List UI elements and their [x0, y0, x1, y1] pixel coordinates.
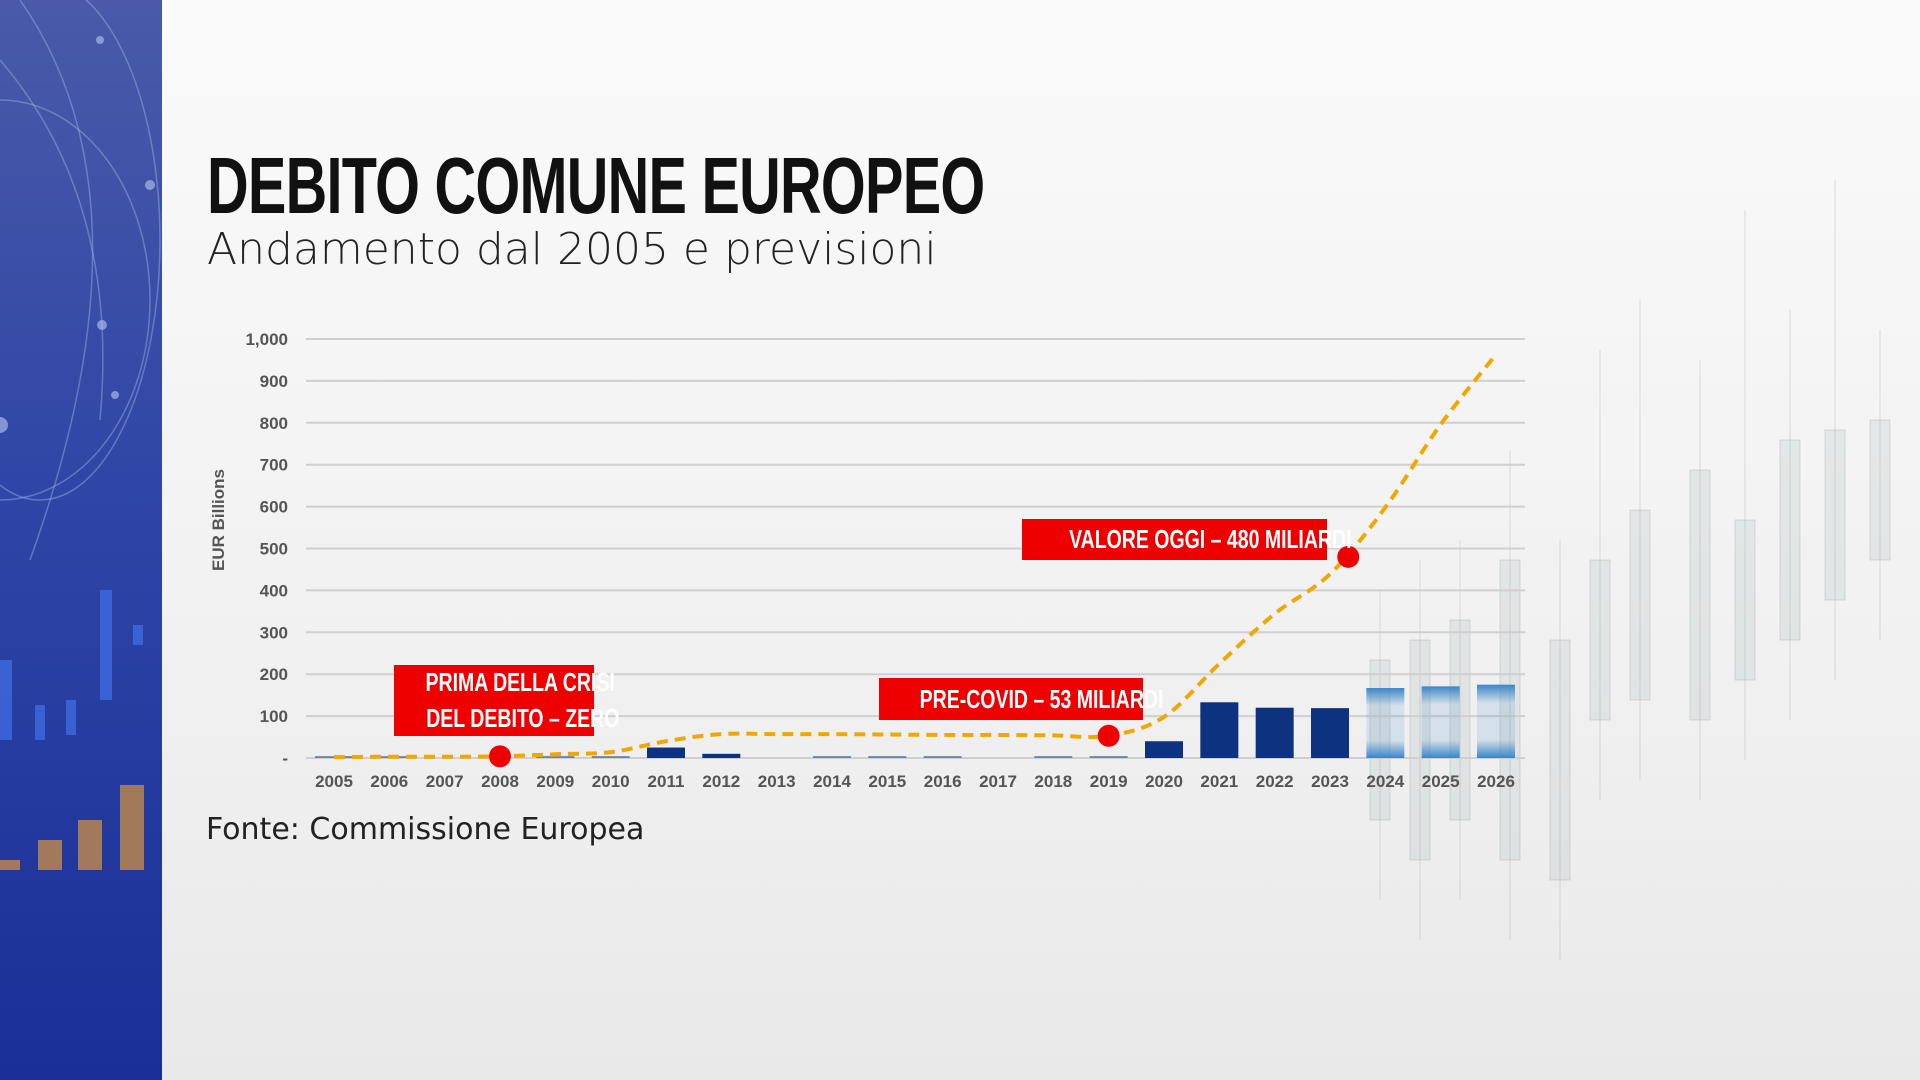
y-tick-label: 400 — [260, 581, 288, 600]
x-tick-label: 2018 — [1034, 772, 1072, 791]
x-tick-label: 2007 — [426, 772, 464, 791]
bar-2020 — [1145, 741, 1183, 758]
y-tick-label: 300 — [260, 623, 288, 642]
candle-body — [1629, 509, 1651, 701]
bar-2014 — [813, 756, 851, 758]
y-axis-label: EUR Billions — [209, 469, 228, 571]
bar-2016 — [923, 756, 962, 758]
bar-2025 — [1421, 686, 1460, 758]
annotation-callout: PRIMA DELLA CRISI DEL DEBITO – ZERO — [394, 665, 619, 736]
y-tick-label: 700 — [260, 456, 288, 475]
annotation-dot — [1337, 545, 1360, 568]
y-tick-label: 900 — [260, 372, 288, 391]
x-tick-label: 2026 — [1477, 772, 1515, 791]
debt-line — [333, 353, 1498, 760]
x-tick-label: 2009 — [536, 772, 574, 791]
x-tick-label: 2019 — [1090, 772, 1128, 791]
x-tick-label: 2017 — [979, 772, 1017, 791]
x-tick-label: 2024 — [1366, 772, 1404, 791]
candle-body — [1779, 439, 1801, 641]
bar-2019 — [1089, 756, 1128, 758]
x-tick-label: 2006 — [370, 772, 408, 791]
x-tick-label: 2010 — [592, 772, 630, 791]
annotation-dot — [489, 745, 511, 768]
bar-2023 — [1311, 708, 1349, 758]
page-title: DEBITO COMUNE EUROPEO — [207, 141, 985, 230]
y-tick-label: 800 — [260, 414, 288, 433]
y-tick-label: 200 — [260, 665, 288, 684]
annotation-text: DEL DEBITO – ZERO — [426, 702, 620, 733]
bar-2022 — [1255, 707, 1294, 758]
annotation-dot — [1097, 724, 1120, 747]
bar-2009 — [536, 755, 575, 758]
network-graphic-icon — [0, 0, 161, 870]
bar-2024 — [1366, 688, 1405, 758]
annotation-callout: VALORE OGGI – 480 MILIARDI — [1022, 519, 1352, 560]
source-note: Fonte: Commissione Europea — [206, 812, 645, 847]
x-tick-label: 2016 — [924, 772, 962, 791]
x-tick-label: 2011 — [648, 772, 685, 791]
y-tick-label: 1,000 — [245, 330, 288, 349]
x-tick-label: 2021 — [1200, 772, 1238, 791]
x-tick-label: 2008 — [481, 772, 519, 791]
annotation-text: PRIMA DELLA CRISI — [425, 667, 615, 697]
annotation-text: VALORE OGGI – 480 MILIARDI — [1069, 524, 1352, 554]
bar-2015 — [868, 756, 907, 758]
y-tick-label: 500 — [260, 540, 288, 559]
x-tick-label: 2012 — [702, 772, 740, 791]
y-tick-label: 100 — [260, 707, 288, 726]
annotation-callout: PRE-COVID – 53 MILIARDI — [879, 678, 1163, 720]
y-tick-label: 600 — [260, 498, 288, 517]
candle-body — [1734, 519, 1756, 681]
candle-body — [1824, 429, 1846, 601]
x-tick-label: 2023 — [1311, 772, 1349, 791]
x-tick-label: 2014 — [813, 772, 851, 791]
bar-2021 — [1200, 702, 1239, 758]
y-tick-label: - — [282, 749, 288, 768]
candle-body — [1589, 559, 1611, 721]
bar-2018 — [1034, 756, 1073, 758]
page-subtitle: Andamento dal 2005 e previsioni — [207, 224, 937, 275]
x-tick-label: 2022 — [1256, 772, 1294, 791]
candle-body — [1689, 469, 1711, 721]
x-tick-label: 2013 — [758, 772, 796, 791]
x-tick-label: 2025 — [1422, 772, 1460, 791]
x-tick-label: 2005 — [315, 772, 353, 791]
bar-2012 — [702, 753, 741, 758]
candle-body — [1869, 419, 1891, 561]
bar-2010 — [591, 756, 630, 758]
decorative-side-panel — [0, 0, 162, 1080]
bar-2026 — [1477, 684, 1515, 758]
x-tick-label: 2020 — [1145, 772, 1183, 791]
candle-body — [1549, 639, 1571, 881]
annotation-text: PRE-COVID – 53 MILIARDI — [919, 684, 1164, 714]
bar-2011 — [647, 747, 685, 758]
x-tick-label: 2015 — [868, 772, 906, 791]
